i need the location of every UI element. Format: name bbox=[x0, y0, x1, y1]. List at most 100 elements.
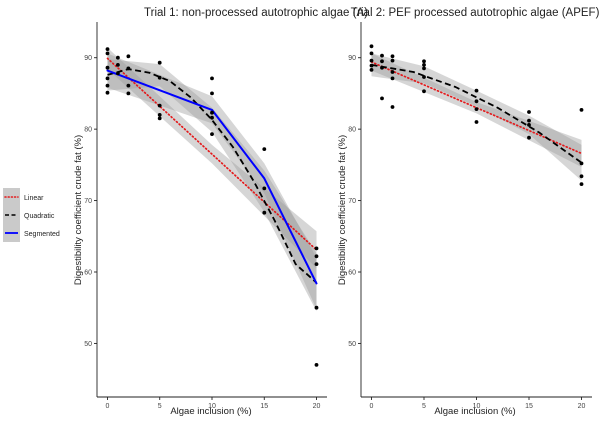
y-tick-label: 70 bbox=[348, 198, 356, 205]
data-point bbox=[422, 75, 426, 79]
data-point bbox=[579, 182, 584, 187]
data-point bbox=[422, 59, 426, 64]
data-point bbox=[579, 174, 584, 179]
data-point bbox=[369, 63, 374, 68]
data-point bbox=[210, 91, 214, 96]
data-point bbox=[474, 88, 479, 93]
data-point bbox=[474, 120, 479, 124]
data-point bbox=[369, 44, 374, 49]
data-point bbox=[474, 107, 479, 111]
x-tick-label: 0 bbox=[370, 403, 374, 410]
data-point bbox=[380, 65, 384, 70]
data-point bbox=[262, 147, 267, 152]
data-point bbox=[105, 83, 110, 88]
y-tick-label: 60 bbox=[84, 270, 92, 277]
data-point bbox=[105, 51, 110, 56]
data-point bbox=[390, 105, 395, 109]
y-tick-label: 90 bbox=[348, 55, 356, 62]
data-point bbox=[116, 71, 120, 76]
data-point bbox=[422, 89, 426, 94]
confidence-band-quadratic bbox=[371, 53, 582, 181]
y-tick-label: 50 bbox=[348, 341, 356, 348]
legend-label-segmented: Segmented bbox=[24, 231, 60, 238]
data-point bbox=[105, 90, 110, 95]
panel-1-y-axis-label: Digestibility coefficient crude fat (%) bbox=[73, 135, 84, 285]
legend: Linear Quadratic Segmented bbox=[3, 188, 60, 242]
data-point bbox=[157, 60, 162, 65]
quadratic-fit-line bbox=[107, 68, 318, 284]
data-point bbox=[369, 58, 374, 63]
data-point bbox=[314, 262, 319, 266]
data-point bbox=[422, 63, 426, 67]
data-point bbox=[126, 66, 131, 71]
y-tick-label: 80 bbox=[348, 127, 356, 134]
x-tick-label: 10 bbox=[208, 403, 216, 410]
quadratic-fit-line bbox=[371, 64, 583, 164]
data-point bbox=[210, 115, 214, 120]
data-point bbox=[157, 113, 162, 117]
data-point bbox=[157, 116, 162, 121]
data-point bbox=[390, 76, 395, 81]
x-tick-label: 15 bbox=[260, 403, 268, 410]
panel-1-title: Trial 1: non-processed autotrophic algae… bbox=[144, 7, 368, 19]
data-point bbox=[527, 118, 531, 123]
data-point bbox=[105, 76, 110, 81]
y-tick-label: 50 bbox=[84, 341, 92, 348]
data-point bbox=[210, 110, 214, 115]
panel-2-title: Trial 2: PEF processed autotrophic algae… bbox=[351, 7, 600, 19]
x-tick-label: 20 bbox=[313, 403, 321, 410]
linear-fit-line bbox=[106, 57, 318, 251]
data-point bbox=[210, 132, 214, 137]
data-point bbox=[369, 68, 374, 72]
data-point bbox=[579, 108, 584, 112]
data-point bbox=[314, 305, 319, 310]
data-point bbox=[105, 65, 110, 70]
legend-label-quadratic: Quadratic bbox=[24, 213, 55, 220]
data-point bbox=[126, 83, 131, 88]
data-point bbox=[390, 58, 395, 63]
x-tick-label: 10 bbox=[473, 403, 481, 410]
data-point bbox=[474, 99, 479, 104]
data-point bbox=[380, 96, 384, 101]
data-point bbox=[314, 246, 319, 251]
data-point bbox=[116, 63, 120, 67]
y-tick-label: 90 bbox=[84, 55, 92, 62]
data-point bbox=[314, 363, 319, 367]
data-point bbox=[262, 186, 267, 191]
data-point bbox=[390, 70, 395, 74]
data-point bbox=[380, 59, 384, 64]
data-point bbox=[157, 75, 162, 80]
x-tick-label: 5 bbox=[158, 403, 162, 410]
data-point bbox=[380, 53, 384, 58]
x-tick-label: 15 bbox=[525, 403, 533, 410]
data-point bbox=[369, 51, 374, 56]
y-tick-label: 60 bbox=[348, 270, 356, 277]
panel-trial-2: Trial 2: PEF processed autotrophic algae… bbox=[337, 7, 600, 417]
data-point bbox=[105, 47, 110, 51]
data-point bbox=[390, 54, 395, 59]
data-point bbox=[116, 55, 120, 60]
x-tick-label: 20 bbox=[578, 403, 586, 410]
segmented-fit-line bbox=[106, 69, 318, 285]
panel-trial-1: Trial 1: non-processed autotrophic algae… bbox=[73, 7, 368, 417]
y-tick-label: 80 bbox=[84, 127, 92, 134]
data-point bbox=[262, 210, 267, 215]
data-point bbox=[126, 91, 131, 96]
legend-label-linear: Linear bbox=[24, 195, 44, 202]
x-tick-label: 5 bbox=[422, 403, 426, 410]
data-point bbox=[527, 123, 531, 127]
data-point bbox=[157, 103, 162, 108]
data-point bbox=[314, 254, 319, 259]
data-point bbox=[422, 66, 426, 71]
data-point bbox=[579, 161, 584, 166]
x-tick-label: 0 bbox=[106, 403, 110, 410]
data-point bbox=[126, 54, 131, 59]
data-point bbox=[210, 76, 214, 81]
data-point bbox=[527, 110, 531, 114]
panel-2-x-axis-label: Algae inclusion (%) bbox=[434, 406, 515, 417]
panel-2-y-axis-label: Digestibility coefficient crude fat (%) bbox=[337, 135, 348, 285]
panel-1-x-axis-label: Algae inclusion (%) bbox=[170, 406, 251, 417]
data-point bbox=[527, 135, 531, 140]
y-tick-label: 70 bbox=[84, 198, 92, 205]
